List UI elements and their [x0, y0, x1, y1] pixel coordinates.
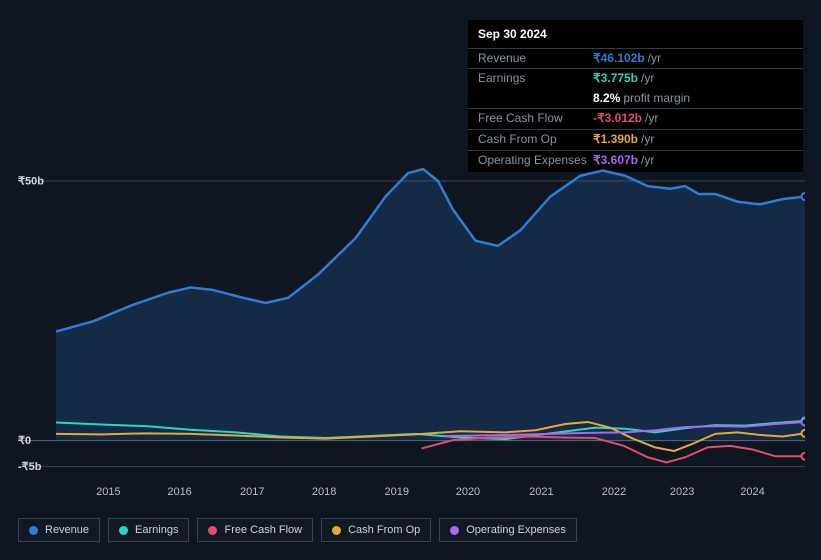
tooltip-row-label [478, 91, 593, 107]
y-axis-label: ₹50b [18, 175, 44, 187]
x-axis-label: 2016 [167, 486, 191, 498]
legend-item[interactable]: Cash From Op [321, 518, 431, 542]
x-axis-label: 2021 [529, 486, 553, 498]
tooltip-row: Cash From Op₹1.390b/yr [468, 129, 803, 150]
legend-item-label: Free Cash Flow [224, 524, 302, 536]
tooltip-row-value: ₹3.775b [593, 71, 638, 87]
x-axis-label: 2018 [312, 486, 336, 498]
tooltip-row-value: ₹1.390b [593, 132, 638, 148]
x-axis-label: 2020 [456, 486, 480, 498]
x-axis-label: 2022 [602, 486, 626, 498]
tooltip-row-label: Free Cash Flow [478, 111, 593, 127]
tooltip-row-value: 8.2% [593, 91, 620, 107]
legend-item-label: Earnings [135, 524, 178, 536]
legend-swatch-icon [29, 526, 38, 535]
tooltip-row-suffix: /yr [641, 132, 654, 148]
legend-swatch-icon [208, 526, 217, 535]
x-axis-label: 2015 [96, 486, 120, 498]
financials-chart-container: Sep 30 2024 Revenue₹46.102b/yrEarnings₹3… [0, 0, 821, 560]
tooltip-row: Free Cash Flow-₹3.012b/yr [468, 108, 803, 129]
line-chart[interactable]: ₹50b ₹0 -₹5b 2015 2016 2017 2018 2019 2020 2021 20… [18, 155, 805, 515]
x-axis-label: 2024 [740, 486, 764, 498]
y-axis-label: ₹0 [18, 435, 31, 447]
chart-tooltip: Sep 30 2024 Revenue₹46.102b/yrEarnings₹3… [468, 20, 803, 172]
tooltip-row-suffix: /yr [645, 111, 658, 127]
legend-swatch-icon [332, 526, 341, 535]
legend-item-label: Revenue [45, 524, 89, 536]
chart-legend: Revenue Earnings Free Cash Flow Cash From O… [18, 518, 577, 542]
legend-item-label: Operating Expenses [466, 524, 566, 536]
legend-item-label: Cash From Op [348, 524, 420, 536]
tooltip-rows: Revenue₹46.102b/yrEarnings₹3.775b/yr8.2%… [468, 48, 803, 171]
x-axis-label: 2019 [385, 486, 409, 498]
legend-item[interactable]: Operating Expenses [439, 518, 577, 542]
legend-item[interactable]: Revenue [18, 518, 100, 542]
tooltip-date: Sep 30 2024 [468, 22, 803, 48]
y-axis-label: -₹5b [18, 461, 42, 473]
tooltip-row: 8.2%profit margin [468, 89, 803, 109]
series-end-dot [802, 418, 806, 425]
x-axis-label: 2017 [240, 486, 264, 498]
legend-item[interactable]: Free Cash Flow [197, 518, 313, 542]
legend-item[interactable]: Earnings [108, 518, 189, 542]
tooltip-row-label: Cash From Op [478, 132, 593, 148]
tooltip-row-suffix: profit margin [623, 91, 690, 107]
tooltip-row: Earnings₹3.775b/yr [468, 68, 803, 89]
legend-swatch-icon [450, 526, 459, 535]
tooltip-row-label: Earnings [478, 71, 593, 87]
legend-swatch-icon [119, 526, 128, 535]
series-area [56, 169, 805, 441]
tooltip-row: Revenue₹46.102b/yr [468, 48, 803, 69]
tooltip-row-value: ₹46.102b [593, 51, 645, 67]
tooltip-row-label: Revenue [478, 51, 593, 67]
series-end-dot [802, 453, 806, 460]
series-end-dot [802, 430, 806, 437]
tooltip-row-value: -₹3.012b [593, 111, 642, 127]
tooltip-row-suffix: /yr [641, 71, 654, 87]
x-axis-label: 2023 [670, 486, 694, 498]
series-end-dot [802, 193, 806, 200]
tooltip-row-suffix: /yr [648, 51, 661, 67]
